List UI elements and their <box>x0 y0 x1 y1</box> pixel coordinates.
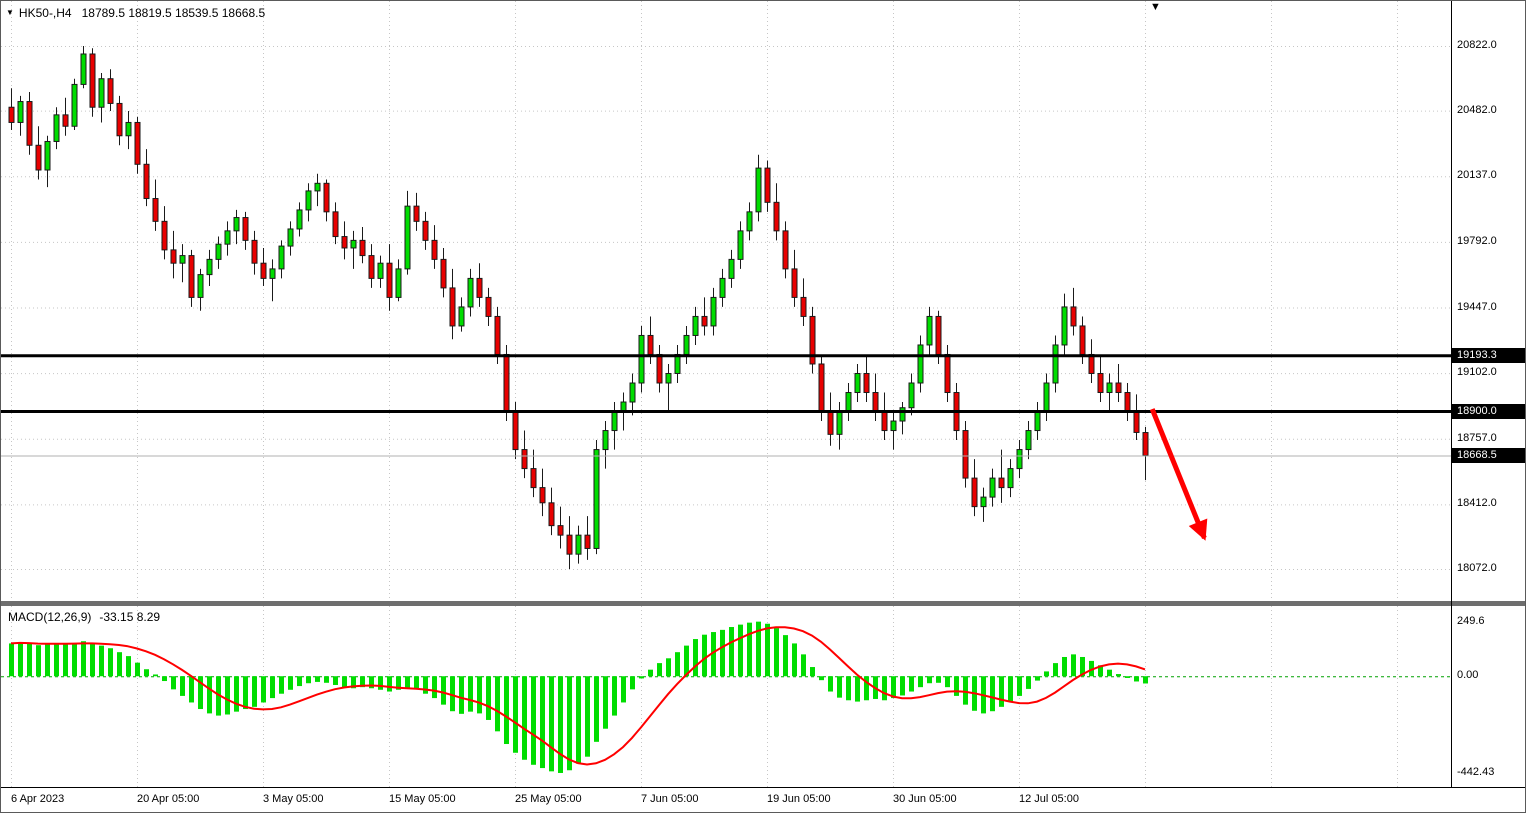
grid <box>1 1 1451 787</box>
one-click-trading-arrow-icon[interactable]: ▼ <box>6 8 14 17</box>
ohlc-values: 18789.5 18819.5 18539.5 18668.5 <box>81 6 266 20</box>
macd-name: MACD(12,26,9) <box>8 610 92 624</box>
macd-histogram <box>9 621 1148 773</box>
macd-signal-line <box>10 626 1146 766</box>
symbol-timeframe-label: HK50-,H4 <box>18 6 72 20</box>
chart-title: ▼ HK50-,H4 18789.5 18819.5 18539.5 18668.5 <box>6 6 265 20</box>
macd-indicator-label: MACD(12,26,9) -33.15 8.29 <box>8 610 160 624</box>
chart-shift-marker-icon[interactable]: ▼ <box>1150 1 1161 13</box>
macd-current-values: -33.15 8.29 <box>99 610 161 624</box>
pane-divider[interactable] <box>1 601 1526 606</box>
candles <box>8 46 1149 569</box>
trend-arrow[interactable] <box>1149 408 1208 541</box>
